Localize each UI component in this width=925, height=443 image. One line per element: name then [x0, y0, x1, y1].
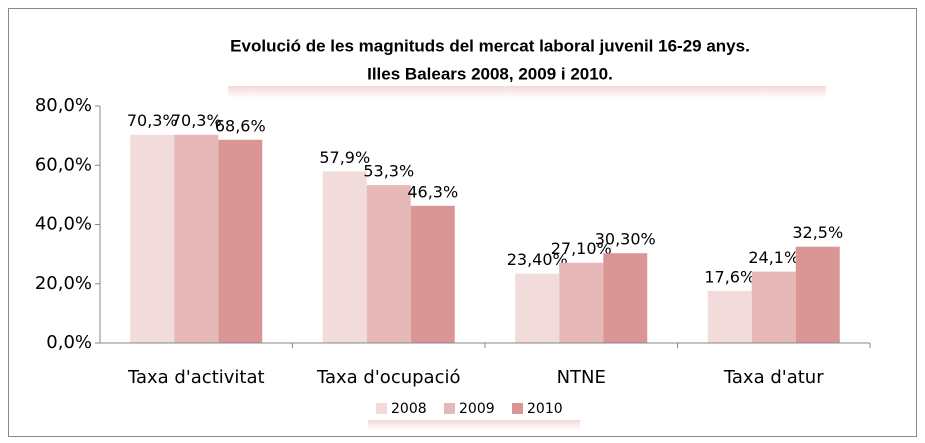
bar: [366, 185, 411, 343]
title-shadow: [228, 86, 826, 98]
y-tick-label: 40,0%: [35, 214, 92, 235]
y-tick-label: 80,0%: [35, 95, 92, 116]
legend-swatch: [376, 403, 387, 414]
chart-subtitle: Illes Balears 2008, 2009 i 2010.: [367, 64, 613, 83]
value-label: 24,1%: [748, 248, 799, 267]
value-label: 53,3%: [363, 162, 414, 181]
bar: [174, 134, 219, 343]
value-label: 68,6%: [215, 116, 266, 135]
bar: [559, 262, 604, 343]
value-label: 17,6%: [704, 267, 755, 286]
bar: [751, 271, 796, 343]
bar: [707, 290, 752, 343]
bar: [410, 205, 455, 343]
y-tick-label: 60,0%: [35, 154, 92, 175]
bar: [515, 273, 560, 343]
bar: [603, 253, 648, 343]
bar: [218, 139, 263, 343]
value-label: 70,3%: [171, 111, 222, 130]
x-tick-label: NTNE: [557, 367, 606, 388]
bar: [795, 246, 840, 343]
y-tick-label: 0,0%: [46, 332, 92, 353]
legend-swatch: [444, 403, 455, 414]
value-label: 32,5%: [792, 223, 843, 242]
legend-shadow: [368, 420, 580, 430]
value-label: 27,10%: [551, 239, 612, 258]
legend-label: 2010: [527, 401, 563, 417]
bar: [322, 171, 367, 343]
bar: [130, 134, 175, 343]
value-label: 57,9%: [319, 148, 370, 167]
legend-label: 2009: [459, 401, 495, 417]
y-tick-label: 20,0%: [35, 273, 92, 294]
value-label: 23,40%: [507, 250, 568, 269]
x-tick-label: Taxa d'atur: [723, 367, 824, 388]
chart-title: Evolució de les magnituds del mercat lab…: [230, 36, 750, 55]
x-tick-label: Taxa d'ocupació: [316, 367, 461, 388]
value-label: 30,30%: [595, 230, 656, 249]
legend-swatch: [512, 403, 523, 414]
x-tick-label: Taxa d'activitat: [127, 367, 265, 388]
legend-label: 2008: [391, 401, 427, 417]
value-label: 46,3%: [407, 182, 458, 201]
value-label: 70,3%: [127, 111, 178, 130]
